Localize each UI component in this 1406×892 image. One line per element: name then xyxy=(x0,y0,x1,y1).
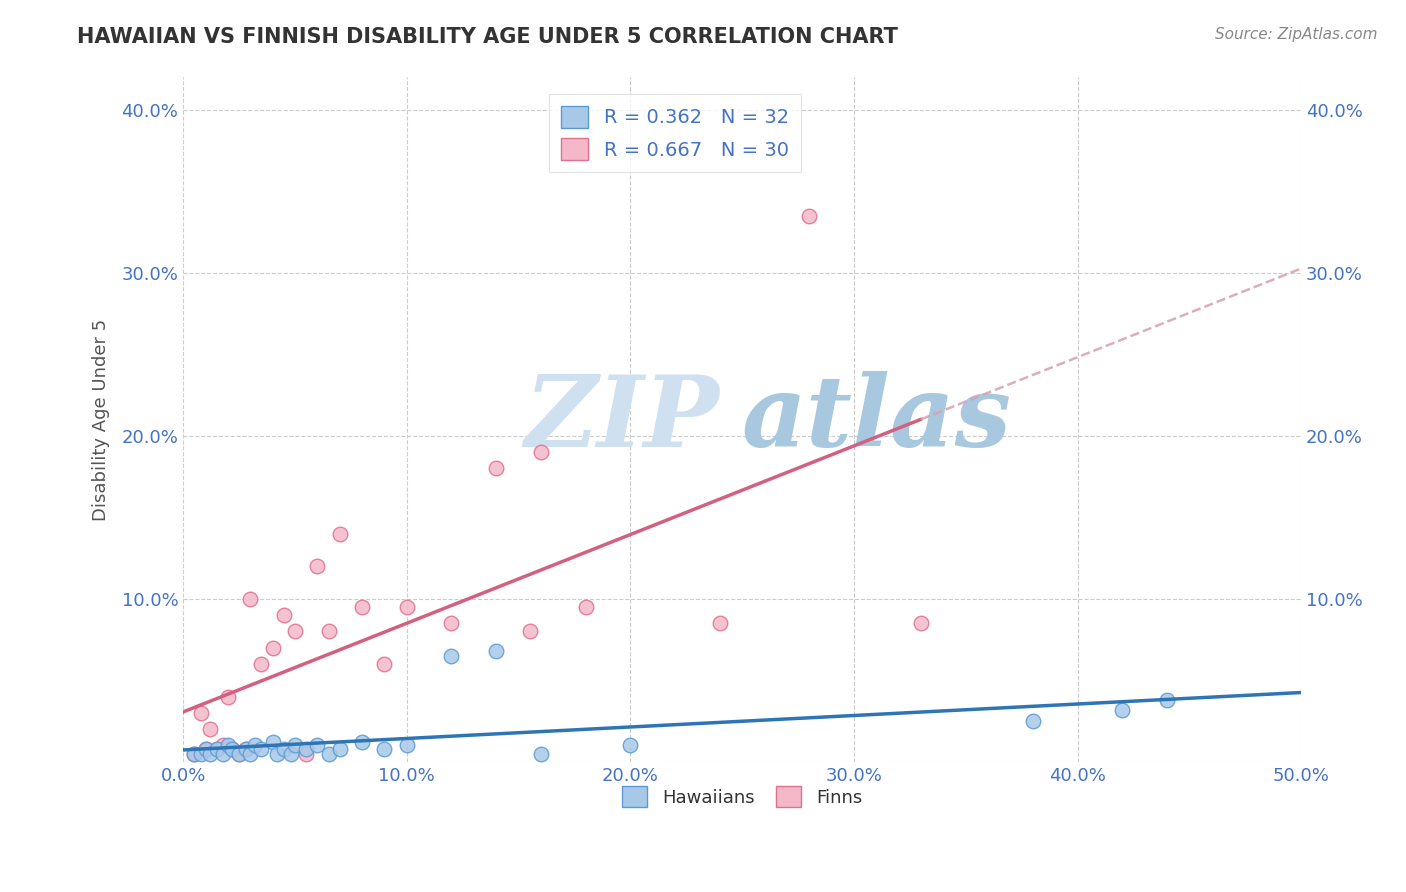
Text: HAWAIIAN VS FINNISH DISABILITY AGE UNDER 5 CORRELATION CHART: HAWAIIAN VS FINNISH DISABILITY AGE UNDER… xyxy=(77,27,898,46)
Point xyxy=(318,747,340,761)
Point xyxy=(910,616,932,631)
Point xyxy=(262,640,284,655)
Point xyxy=(709,616,731,631)
Point xyxy=(284,624,307,639)
Point xyxy=(221,741,243,756)
Point xyxy=(395,599,418,614)
Point xyxy=(352,599,374,614)
Point xyxy=(519,624,541,639)
Point xyxy=(235,741,257,756)
Point xyxy=(1022,714,1045,728)
Point xyxy=(190,706,212,720)
Point xyxy=(485,644,508,658)
Point xyxy=(235,741,257,756)
Point xyxy=(266,747,288,761)
Point xyxy=(352,735,374,749)
Point xyxy=(250,657,273,671)
Point xyxy=(318,624,340,639)
Point xyxy=(1156,693,1178,707)
Point xyxy=(373,741,395,756)
Text: Source: ZipAtlas.com: Source: ZipAtlas.com xyxy=(1215,27,1378,42)
Point xyxy=(262,735,284,749)
Point xyxy=(239,747,262,761)
Point xyxy=(273,608,295,623)
Text: atlas: atlas xyxy=(742,371,1012,468)
Point xyxy=(183,747,205,761)
Legend: Hawaiians, Finns: Hawaiians, Finns xyxy=(614,779,869,814)
Point xyxy=(243,739,266,753)
Point xyxy=(575,599,598,614)
Point xyxy=(280,747,302,761)
Point xyxy=(212,739,235,753)
Point xyxy=(228,747,250,761)
Point xyxy=(530,445,553,459)
Point xyxy=(1111,703,1133,717)
Point xyxy=(239,591,262,606)
Point xyxy=(205,741,228,756)
Point xyxy=(190,747,212,761)
Point xyxy=(440,648,463,663)
Point xyxy=(295,741,318,756)
Point xyxy=(228,747,250,761)
Point xyxy=(284,739,307,753)
Point xyxy=(295,747,318,761)
Point xyxy=(619,739,641,753)
Point xyxy=(273,741,295,756)
Point xyxy=(217,739,239,753)
Y-axis label: Disability Age Under 5: Disability Age Under 5 xyxy=(93,318,110,521)
Point xyxy=(307,739,329,753)
Point xyxy=(198,722,221,736)
Point xyxy=(373,657,395,671)
Point xyxy=(329,741,352,756)
Point xyxy=(221,741,243,756)
Point xyxy=(194,741,217,756)
Point xyxy=(530,747,553,761)
Point xyxy=(212,747,235,761)
Point xyxy=(329,526,352,541)
Point xyxy=(217,690,239,704)
Point xyxy=(485,461,508,475)
Point xyxy=(799,209,821,223)
Point xyxy=(194,741,217,756)
Text: ZIP: ZIP xyxy=(524,371,720,468)
Point xyxy=(307,559,329,574)
Point xyxy=(440,616,463,631)
Point xyxy=(395,739,418,753)
Point xyxy=(250,741,273,756)
Point xyxy=(198,747,221,761)
Point xyxy=(183,747,205,761)
Point xyxy=(205,741,228,756)
